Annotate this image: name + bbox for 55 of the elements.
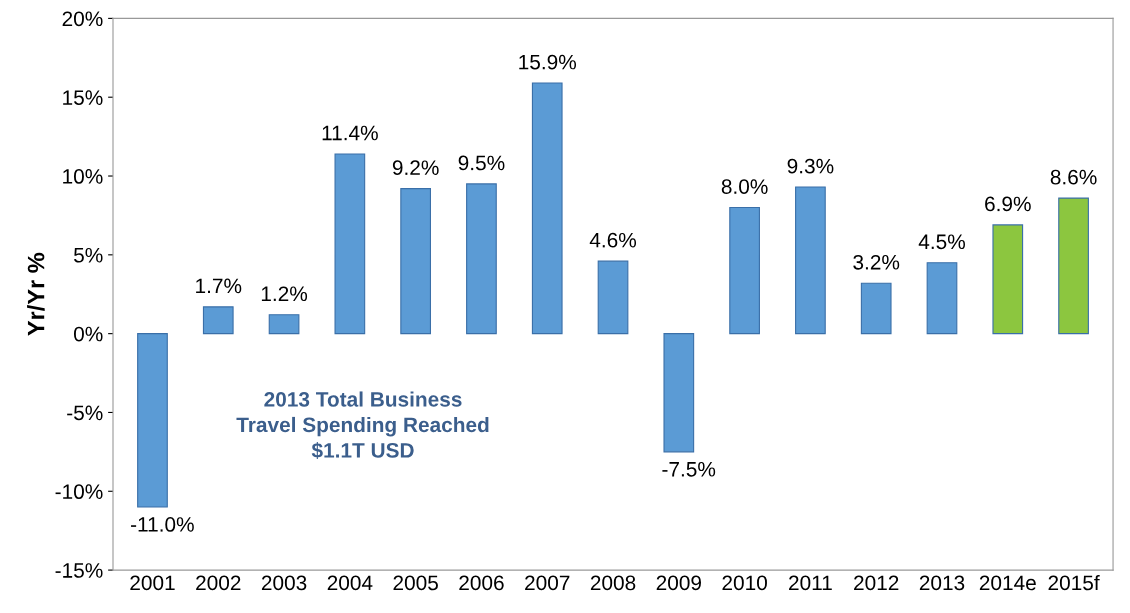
x-tick-label: 2010 [722, 575, 767, 591]
bar [137, 333, 168, 508]
y-tick-label: 5% [74, 247, 103, 263]
bar [202, 306, 234, 335]
bar [531, 82, 563, 335]
bar [466, 183, 497, 335]
y-tick-label: 0% [73, 326, 103, 342]
x-tick-label: 2005 [393, 575, 438, 591]
bar [334, 153, 366, 335]
data-label: 8.6% [1050, 169, 1097, 185]
x-tick-label: 2001 [130, 575, 175, 591]
x-tick-label: 2006 [459, 575, 504, 591]
x-tick-label: 2011 [789, 575, 832, 591]
bar [400, 188, 432, 335]
data-label: 9.2% [392, 160, 439, 176]
data-label: 4.6% [589, 232, 637, 248]
bar [795, 186, 826, 335]
bar [860, 282, 892, 335]
data-label: 9.5% [458, 155, 505, 171]
bar [992, 224, 1024, 335]
x-tick-label: 2009 [656, 575, 702, 591]
y-tick-label: -10% [55, 484, 103, 500]
annotation: 2013 Total Business Travel Spending Reached $1.1T USD [236, 391, 489, 460]
data-label: 3.2% [853, 254, 900, 270]
y-tick-label: -15% [55, 563, 103, 578]
data-label: 1.7% [196, 278, 242, 294]
data-label: 15.9% [519, 54, 577, 70]
bar [268, 314, 300, 335]
data-label: -11.0% [131, 517, 194, 532]
data-label: 1.2% [261, 286, 308, 302]
x-tick-label: 2014e [979, 575, 1036, 591]
x-tick-label: 2002 [196, 575, 241, 591]
x-tick-label: 2007 [525, 575, 570, 591]
bar [597, 260, 629, 335]
data-label: -7.5% [662, 461, 716, 477]
bar [926, 262, 958, 335]
data-label: 4.5% [918, 234, 965, 250]
x-tick-label: 2012 [854, 575, 899, 591]
y-tick-label: 10% [63, 169, 103, 184]
data-label: 6.9% [985, 196, 1031, 212]
y-tick-label: -5% [67, 405, 103, 421]
data-label: 9.3% [787, 158, 834, 174]
y-tick-label: 20% [62, 11, 103, 27]
x-tick-label: 2004 [327, 575, 373, 591]
bar [663, 333, 695, 453]
x-tick-label: 2015f [1048, 574, 1100, 591]
data-label: 8.0% [721, 179, 768, 194]
data-label: 11.4% [322, 125, 378, 141]
x-tick-label: 2003 [261, 575, 307, 591]
y-tick-label: 15% [63, 90, 103, 105]
x-tick-label: 2013 [919, 575, 965, 591]
bar [1058, 197, 1089, 335]
x-tick-label: 2008 [590, 575, 636, 591]
y-axis-title: Yr/Yr % [27, 252, 45, 336]
bar [729, 206, 760, 335]
